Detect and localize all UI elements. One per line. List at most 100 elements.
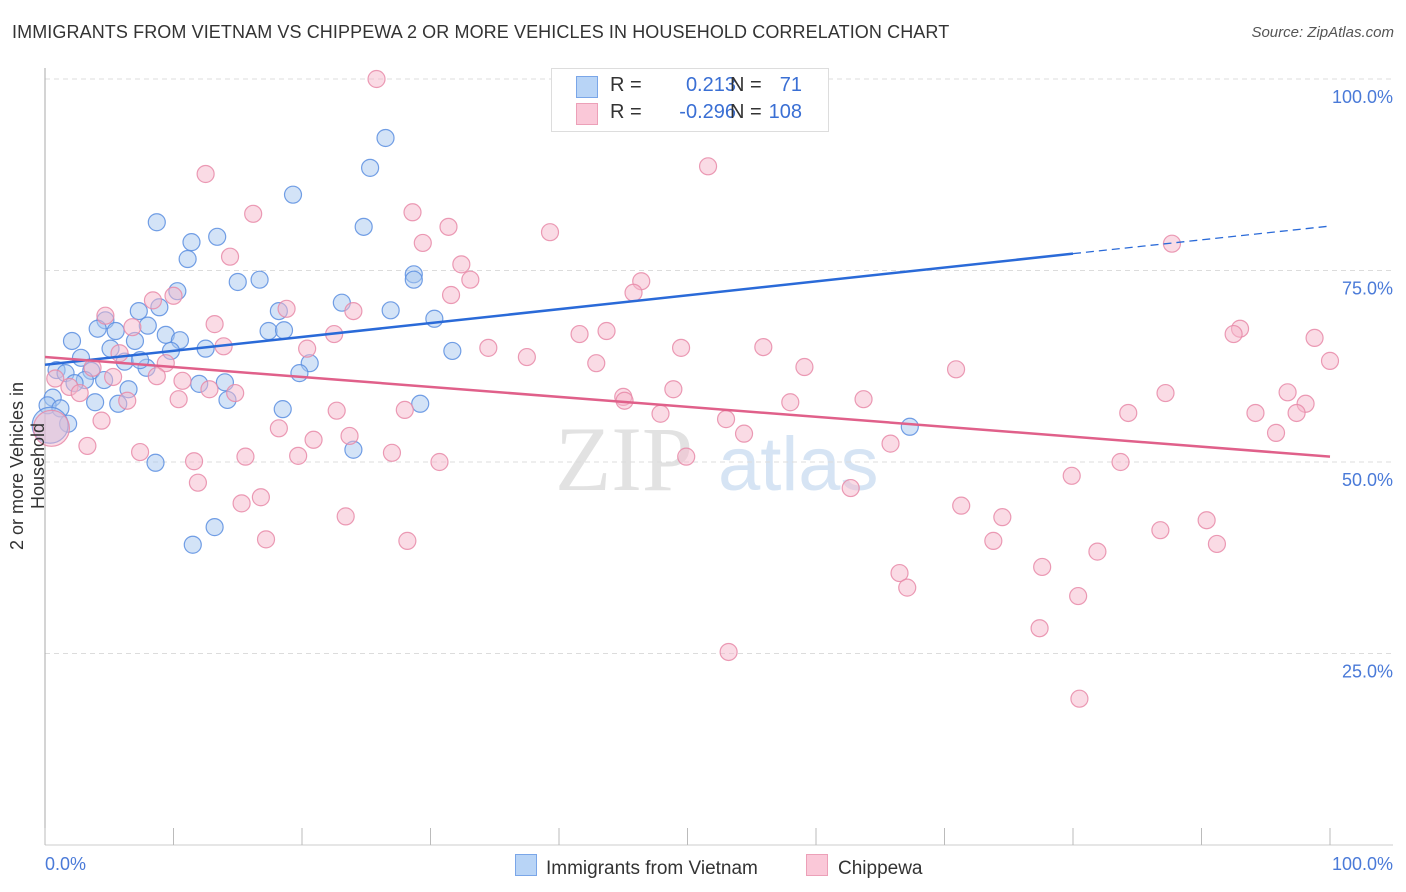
data-point-vietnam [425,309,444,328]
bottom-legend-swatch-vietnam [515,854,537,876]
data-point-chippewa [795,357,814,377]
data-point-vietnam [129,301,148,321]
data-point-chippewa [147,367,166,386]
data-point-chippewa [452,255,471,274]
data-point-chippewa [327,401,346,420]
data-point-chippewa [169,390,188,409]
data-point-chippewa [1156,383,1175,403]
trend-line-vietnam [44,252,1074,366]
data-point-chippewa [32,409,71,447]
data-point-chippewa [130,442,150,462]
data-point-chippewa [781,393,800,412]
data-point-vietnam [146,453,165,472]
data-point-vietnam [138,316,157,335]
data-point-vietnam [147,213,166,232]
data-point-chippewa [1030,619,1049,638]
data-point-vietnam [273,400,292,419]
data-point-chippewa [304,430,323,449]
data-point-vietnam [283,185,303,204]
data-point-chippewa [256,530,276,549]
x-tick-label-max: 100.0% [1332,854,1393,874]
trend-line-chippewa [44,355,1331,458]
data-point-vietnam [259,321,278,341]
data-point-chippewa [118,391,137,410]
data-point-vietnam [86,393,105,412]
data-point-chippewa [173,371,192,390]
data-point-chippewa [200,380,219,399]
data-point-vietnam [182,233,201,252]
data-point-chippewa [1224,324,1243,344]
source-label: Source: ZipAtlas.com [1251,24,1394,41]
data-point-chippewa [298,339,317,358]
data-point-chippewa [398,531,417,550]
data-point-chippewa [587,354,606,373]
data-point-chippewa [570,324,589,344]
data-point-chippewa [205,315,224,334]
data-point-chippewa [196,164,215,184]
data-point-chippewa [226,383,245,403]
data-point-chippewa [1287,403,1306,423]
data-point-chippewa [1033,557,1052,577]
data-point-chippewa [952,496,971,515]
legend-r-value: 0.213 [685,74,736,96]
data-point-chippewa [96,306,115,325]
data-point-chippewa [78,436,97,456]
data-point-chippewa [289,446,308,465]
data-point-chippewa [461,270,480,289]
data-point-vietnam [290,364,309,383]
data-point-chippewa [841,478,860,498]
x-tick-label-min: 0.0% [45,854,86,874]
legend-n-value: 71 [779,74,802,96]
data-point-chippewa [184,452,204,471]
data-point-chippewa [1069,586,1088,606]
data-point-vietnam [62,331,82,351]
data-point-chippewa [382,443,402,462]
bottom-legend-swatch-chippewa [806,854,828,876]
data-point-vietnam [404,270,423,289]
data-point-chippewa [46,369,65,388]
legend-n-label: N = [730,74,762,96]
data-point-chippewa [890,563,909,583]
data-point-chippewa [164,286,183,305]
data-point-chippewa [664,380,683,399]
y-tick-label: 50.0% [1342,470,1393,490]
data-point-chippewa [1151,521,1170,540]
data-point-chippewa [244,204,263,223]
data-point-chippewa [671,338,691,357]
data-point-chippewa [188,473,208,492]
data-point-vietnam [900,417,919,436]
data-point-vietnam [228,272,247,292]
legend-r-label: R = [610,74,642,96]
data-point-chippewa [439,217,458,236]
data-point-chippewa [104,367,123,387]
legend-box: R = 0.213 N = 71 R = -0.296 N = 108 [551,68,829,132]
data-point-chippewa [1320,351,1340,370]
data-point-chippewa [340,426,359,446]
data-point-chippewa [277,299,296,318]
data-point-chippewa [946,360,966,379]
data-point-chippewa [1162,234,1182,253]
data-point-chippewa [232,494,251,513]
data-point-chippewa [881,434,900,453]
data-point-chippewa [677,447,696,466]
data-point-chippewa [597,321,616,341]
legend-swatch-blue [576,76,598,98]
data-point-chippewa [698,157,718,176]
data-point-chippewa [403,203,422,222]
data-point-chippewa [716,410,736,429]
legend-n-value: 108 [768,101,802,123]
data-point-vietnam [208,227,227,246]
y-tick-label: 25.0% [1342,662,1393,682]
data-point-vietnam [183,535,202,554]
trend-line-vietnam-extension [1072,225,1331,255]
y-tick-label: 100.0% [1332,87,1393,107]
data-point-chippewa [1088,542,1107,561]
data-point-chippewa [236,447,255,466]
data-point-chippewa [367,69,386,89]
data-point-chippewa [110,344,129,363]
watermark-zip: ZIP [555,408,693,510]
data-point-chippewa [336,507,355,526]
data-point-chippewa [344,301,363,321]
data-point-chippewa [1062,466,1081,485]
